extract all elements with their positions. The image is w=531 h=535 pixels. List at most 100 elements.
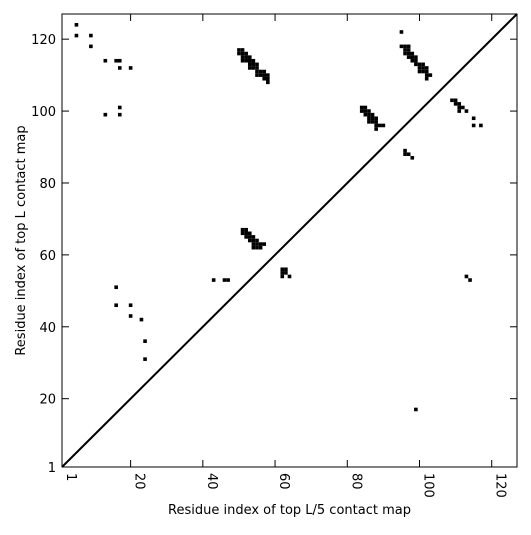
- y-tick-label: 60: [39, 249, 56, 264]
- contact-point: [143, 339, 147, 343]
- contact-point: [244, 55, 248, 59]
- contact-point: [247, 231, 252, 236]
- contact-point: [453, 98, 458, 103]
- contact-point: [424, 69, 429, 74]
- contact-point: [262, 242, 267, 246]
- contact-point: [414, 62, 418, 67]
- contact-point: [266, 73, 270, 77]
- contact-point: [284, 271, 288, 275]
- contact-point: [128, 303, 133, 308]
- contact-point: [471, 116, 476, 121]
- x-tick-label: 120: [493, 473, 508, 498]
- contact-point: [258, 69, 263, 74]
- x-tick-label: 40: [204, 473, 219, 490]
- contact-point: [468, 278, 472, 282]
- contact-point: [414, 407, 418, 412]
- contact-point: [251, 235, 256, 239]
- contact-point: [406, 44, 411, 49]
- contact-point: [363, 112, 368, 117]
- x-tick-label: 20: [132, 473, 147, 490]
- contact-point: [403, 44, 407, 49]
- contact-point: [262, 76, 267, 81]
- contact-point: [428, 73, 433, 77]
- contact-point: [247, 238, 252, 243]
- contact-point: [251, 242, 256, 246]
- contact-point: [363, 105, 368, 110]
- y-tick-label: 120: [31, 33, 56, 48]
- contact-point: [139, 317, 144, 322]
- contact-point: [417, 69, 422, 74]
- contact-point: [237, 48, 241, 52]
- contact-point: [367, 109, 371, 113]
- y-tick-label: 40: [39, 321, 56, 336]
- contact-point: [262, 69, 267, 74]
- contact-point: [262, 73, 267, 77]
- contact-point: [89, 33, 93, 38]
- contact-point: [399, 30, 404, 34]
- contact-point: [226, 278, 230, 282]
- contact-point: [255, 238, 259, 243]
- plot-frame: [61, 13, 518, 468]
- contact-point: [117, 66, 122, 70]
- contact-point: [74, 33, 79, 38]
- contact-point: [457, 102, 462, 106]
- contact-point: [479, 123, 483, 128]
- contact-point: [421, 66, 425, 70]
- contact-point: [280, 271, 285, 275]
- contact-point: [403, 152, 407, 157]
- x-axis-label: Residue index of top L/5 contact map: [168, 503, 411, 518]
- contact-point: [406, 152, 411, 157]
- contact-point: [114, 58, 118, 63]
- contact-point: [464, 274, 469, 279]
- contact-point: [255, 66, 259, 70]
- contact-point: [464, 109, 469, 113]
- contact-point: [240, 55, 245, 59]
- contact-point: [114, 285, 118, 290]
- y-tick-label: 80: [39, 177, 56, 192]
- contact-point: [367, 120, 371, 124]
- contact-point: [258, 242, 263, 246]
- contact-point: [247, 55, 252, 59]
- x-tick-label: 100: [421, 473, 436, 498]
- contact-point: [266, 80, 270, 85]
- contact-point: [471, 123, 476, 128]
- contact-point: [255, 242, 259, 246]
- contact-point: [370, 120, 375, 124]
- y-tick-label: 1: [48, 461, 56, 476]
- contact-point: [403, 48, 407, 52]
- contact-point: [450, 98, 454, 103]
- contact-point: [374, 127, 378, 131]
- x-tick-label: 60: [276, 473, 291, 490]
- contact-point: [128, 314, 133, 318]
- contact-point: [247, 66, 252, 70]
- contact-point: [403, 51, 407, 56]
- contact-point: [377, 123, 382, 128]
- contact-point: [240, 231, 245, 236]
- contact-point: [457, 109, 462, 113]
- contact-point: [117, 112, 122, 117]
- contact-point: [424, 73, 429, 77]
- y-tick-label: 20: [39, 393, 56, 408]
- contact-point: [406, 55, 411, 59]
- contact-point: [74, 22, 79, 27]
- contact-point: [247, 58, 252, 63]
- contact-point: [237, 51, 241, 56]
- contact-point: [255, 69, 259, 74]
- contact-point: [103, 112, 108, 117]
- contact-point: [240, 227, 245, 232]
- contact-point: [359, 105, 364, 110]
- contact-point: [244, 231, 248, 236]
- x-tick-label: 80: [348, 473, 363, 490]
- contact-point: [370, 112, 375, 117]
- x-tick-label: 1: [63, 473, 78, 481]
- contact-point: [280, 274, 285, 279]
- contact-point: [424, 76, 429, 81]
- contact-point: [410, 156, 415, 160]
- contact-point: [367, 116, 371, 121]
- contact-point: [453, 102, 458, 106]
- contact-point: [143, 357, 147, 361]
- contact-point: [410, 55, 415, 59]
- contact-point: [255, 73, 259, 77]
